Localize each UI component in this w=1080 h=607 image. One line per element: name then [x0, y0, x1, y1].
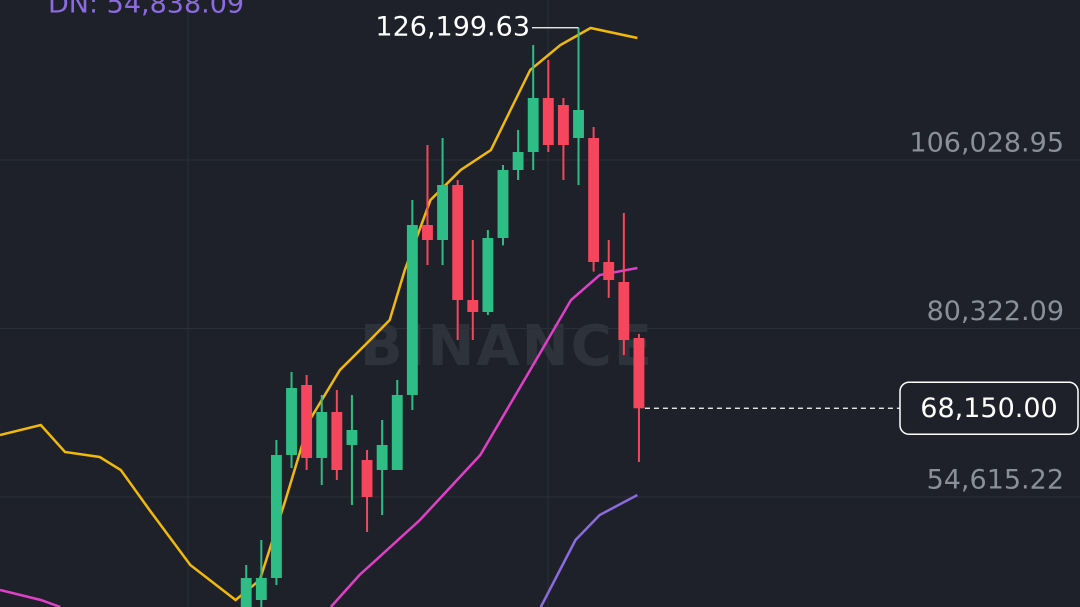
candle-body [557, 105, 569, 145]
y-tick-label: 80,322.09 [927, 296, 1064, 327]
candle-body [618, 281, 630, 340]
candle-body [301, 384, 313, 458]
annotation: 126,199.63 [375, 11, 530, 42]
candle-body [482, 237, 494, 312]
candle-body [527, 97, 539, 152]
candle-body [286, 387, 297, 455]
y-tick-label: 106,028.95 [909, 127, 1064, 158]
candle-body [331, 411, 343, 470]
candle-body [497, 169, 509, 238]
candle-body [633, 337, 645, 409]
candle-body [437, 185, 449, 240]
y-tick-label: 54,615.22 [927, 464, 1064, 495]
candle-body [376, 444, 388, 470]
indicator-line [539, 493, 638, 607]
candle-body [270, 454, 282, 578]
candle-body [406, 224, 418, 395]
candle-body [542, 97, 554, 145]
candle-body [467, 299, 479, 312]
last-price-label: 68,150.00 [920, 393, 1057, 424]
indicator-line [0, 26, 638, 602]
candle-body [391, 394, 403, 470]
candle-body [573, 110, 584, 138]
candle-body [422, 224, 433, 240]
indicator-label: DN: 54,838.09 [48, 0, 244, 20]
candle-body [316, 411, 328, 458]
candle-body [361, 459, 373, 497]
watermark: BINANCE [360, 314, 654, 379]
candle-body [255, 577, 267, 600]
candle-body [512, 151, 524, 170]
indicator-line [0, 266, 638, 607]
candle-body [240, 577, 252, 607]
candle-body [603, 261, 615, 280]
candle-body [588, 137, 600, 262]
last-price-box [899, 381, 1079, 436]
candle-body [452, 185, 464, 300]
candle-body [346, 429, 358, 445]
